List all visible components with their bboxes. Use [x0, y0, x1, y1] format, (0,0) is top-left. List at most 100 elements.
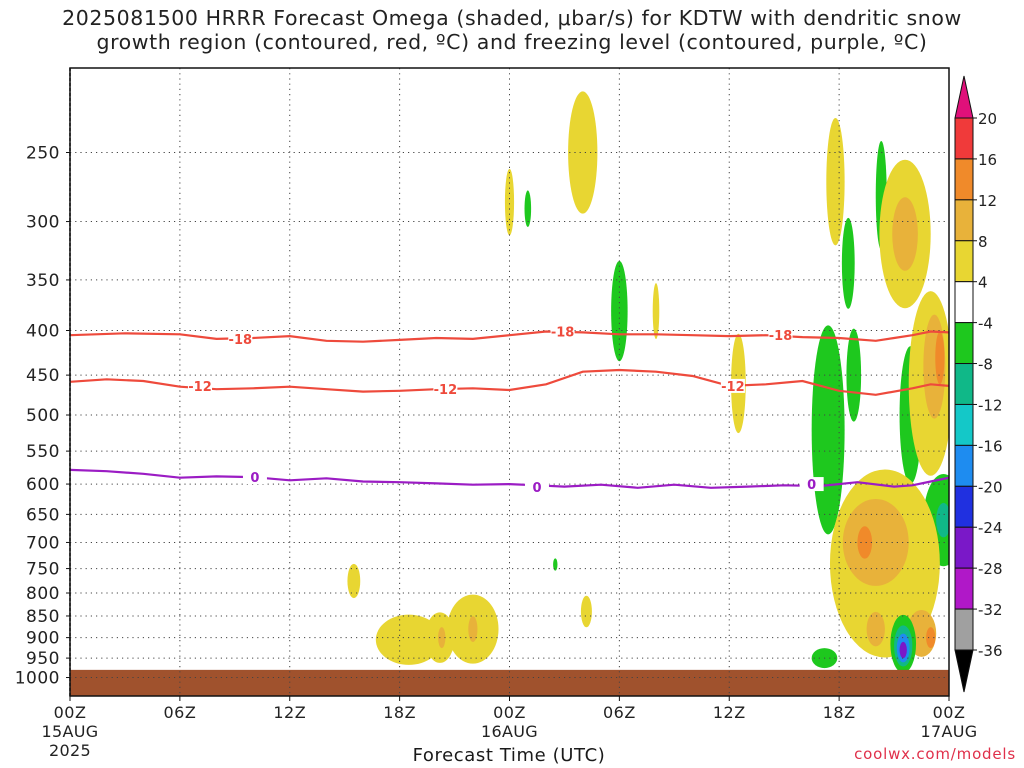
- chart-title-line1: 2025081500 HRRR Forecast Omega (shaded, …: [62, 6, 962, 30]
- contour-label-bg: [799, 477, 824, 492]
- omega-region-24: [866, 611, 885, 647]
- omega-region-4: [652, 283, 660, 340]
- contour-label-1-2: -12: [721, 380, 745, 395]
- colorbar-bin-4: [954, 281, 974, 324]
- x-tick-label-18: 18Z: [383, 703, 416, 722]
- colorbar-label-7: -12: [978, 396, 1003, 414]
- contour-label-1-1: -12: [434, 383, 458, 398]
- contour-label-1-0: -12: [188, 380, 212, 395]
- chart-title-line2: growth region (contoured, red, ºC) and f…: [96, 30, 928, 54]
- omega-region-35: [468, 616, 478, 643]
- y-tick-label-450: 450: [26, 366, 60, 386]
- colorbar-bin-8: [954, 444, 974, 487]
- y-tick-label-1000: 1000: [15, 669, 60, 689]
- colorbar-bin-7: [954, 403, 974, 446]
- y-tick-label-800: 800: [26, 584, 60, 604]
- omega-region-36: [580, 595, 592, 628]
- contour-group: -18 -18 -18 -12 -12 -12 0 0 0: [70, 324, 949, 496]
- y-axis-ticks: 2503003504004505005506006507007508008509…: [15, 144, 70, 689]
- contour-label-bg: [433, 382, 458, 397]
- contour-label-bg: [720, 378, 745, 393]
- contour-label-0-0: -18: [229, 333, 253, 348]
- colorbar-bin-2: [954, 199, 974, 242]
- credit-link[interactable]: coolwx.com/models: [854, 745, 1016, 763]
- colorbar-label-10: -24: [978, 519, 1003, 537]
- colorbar-bin-11: [954, 567, 974, 610]
- colorbar-label-2: 12: [978, 192, 997, 210]
- x-tick-label-30: 06Z: [603, 703, 636, 722]
- contour-label-bg: [550, 324, 575, 339]
- contour-label-bg: [242, 470, 267, 485]
- y-tick-label-600: 600: [26, 475, 60, 495]
- y-tick-label-700: 700: [26, 533, 60, 553]
- y-tick-label-850: 850: [26, 607, 60, 627]
- omega-region-6: [826, 117, 845, 246]
- colorbar-bin-5: [954, 322, 974, 365]
- omega-region-20: [842, 498, 909, 586]
- colorbar-bin-6: [954, 363, 974, 405]
- omega-region-0: [568, 91, 598, 214]
- colorbar-label-13: -36: [978, 642, 1003, 660]
- contour-label-bg: [188, 378, 213, 393]
- y-tick-label-550: 550: [26, 442, 60, 462]
- colorbar-label-11: -28: [978, 560, 1003, 578]
- x-tick-date-48: 17AUG: [921, 722, 978, 741]
- x-tick-year-0: 2025: [49, 741, 91, 760]
- contour-line-1: [70, 368, 949, 396]
- y-tick-label-950: 950: [26, 649, 60, 669]
- omega-region-13: [892, 197, 918, 271]
- contour-label-2-0: 0: [250, 471, 259, 486]
- omega-region-28: [899, 641, 907, 659]
- colorbar-label-4: 4: [978, 274, 988, 292]
- colorbar-bin-0: [954, 117, 974, 160]
- x-tick-date-24: 16AUG: [481, 722, 538, 741]
- y-tick-label-250: 250: [26, 144, 60, 164]
- x-tick-label-42: 18Z: [823, 703, 856, 722]
- y-tick-label-650: 650: [26, 505, 60, 525]
- omega-region-33: [438, 627, 446, 649]
- colorbar-label-8: -16: [978, 437, 1003, 455]
- colorbar-label-12: -32: [978, 601, 1003, 619]
- y-tick-label-500: 500: [26, 406, 60, 426]
- shaded-omega-group: [70, 91, 949, 696]
- colorbar-bin-3: [954, 240, 974, 283]
- contour-label-bg: [228, 331, 253, 346]
- colorbar-bin-1: [954, 158, 974, 201]
- colorbar-label-3: 8: [978, 233, 988, 251]
- colorbar-label-9: -20: [978, 478, 1003, 496]
- omega-region-7: [841, 217, 855, 309]
- x-tick-date-0: 15AUG: [42, 722, 99, 741]
- x-tick-label-0: 00Z: [54, 703, 87, 722]
- chart-title: 2025081500 HRRR Forecast Omega (shaded, …: [0, 6, 1024, 54]
- y-tick-label-750: 750: [26, 560, 60, 580]
- contour-line-0: [70, 330, 949, 343]
- colorbar: 20 16 12 8 4 -4 -8 -12 -16 -20 -24 -28 -32 -36: [954, 75, 1003, 693]
- colorbar-under-arrow: [954, 649, 974, 693]
- x-axis-label: Forecast Time (UTC): [412, 745, 606, 766]
- x-tick-label-6: 06Z: [163, 703, 196, 722]
- y-tick-label-900: 900: [26, 629, 60, 649]
- omega-region-31: [375, 614, 442, 665]
- omega-region-23: [926, 627, 936, 649]
- omega-region-18: [936, 502, 949, 538]
- omega-region-21: [857, 526, 873, 559]
- contour-label-2-2: 0: [807, 478, 816, 493]
- omega-region-1: [504, 168, 515, 236]
- y-tick-label-300: 300: [26, 213, 60, 233]
- contour-label-0-1: -18: [551, 325, 575, 340]
- omega-region-8: [811, 325, 845, 535]
- omega-region-9: [846, 328, 862, 422]
- omega-region-2: [524, 190, 532, 228]
- omega-region-30: [347, 563, 361, 599]
- colorbar-bin-10: [954, 526, 974, 569]
- contour-label-2-1: 0: [532, 481, 541, 496]
- contour-label-bg: [524, 480, 549, 495]
- colorbar-over-arrow: [954, 75, 974, 119]
- colorbar-label-5: -4: [978, 315, 993, 333]
- contour-label-bg: [768, 328, 793, 343]
- colorbar-bin-9: [954, 485, 974, 528]
- x-tick-label-48: 00Z: [933, 703, 966, 722]
- x-tick-label-36: 12Z: [713, 703, 746, 722]
- x-tick-label-12: 12Z: [273, 703, 306, 722]
